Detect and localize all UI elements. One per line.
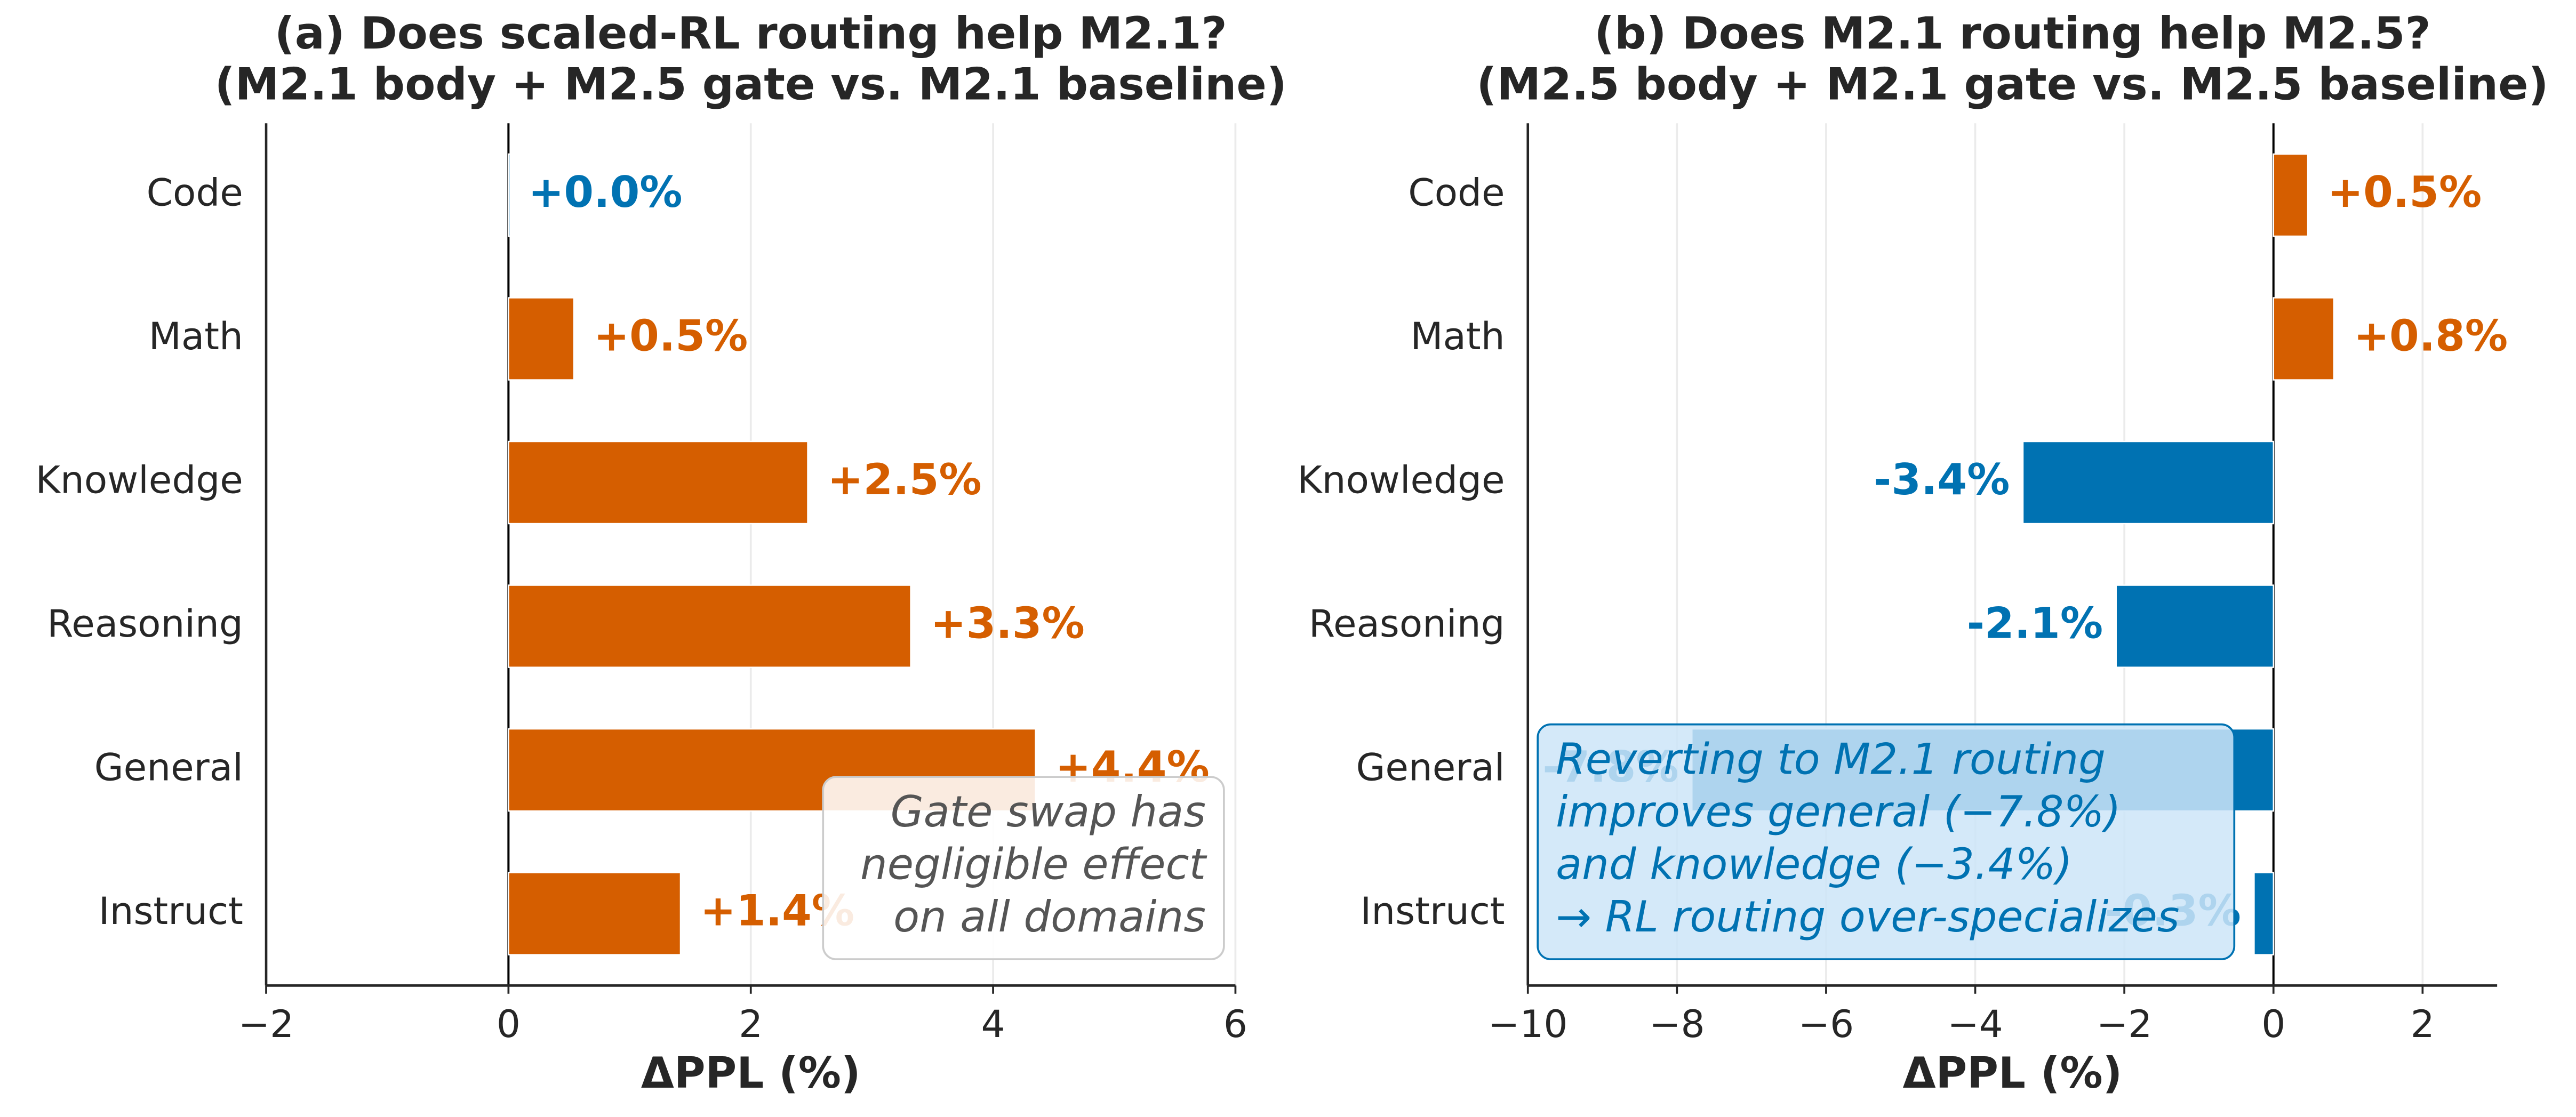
chart-title: (M2.5 body + M2.1 gate vs. M2.5 baseline… (1476, 58, 2548, 110)
bar (2115, 584, 2274, 668)
y-tick-label: Instruct (99, 889, 243, 933)
annotation-text: Gate swap has (891, 787, 1206, 837)
y-tick-label: Knowledge (36, 458, 243, 502)
panel: (b) Does M2.1 routing help M2.5?(M2.5 bo… (1297, 7, 2548, 1098)
x-axis-label: ΔPPL (%) (1903, 1048, 2123, 1098)
x-tick-label: 0 (2261, 1002, 2285, 1046)
bar (2273, 153, 2309, 237)
x-tick-label: −4 (1947, 1002, 2003, 1046)
bar (2273, 297, 2335, 381)
x-tick-label: 6 (1223, 1002, 1247, 1046)
x-tick-label: −2 (238, 1002, 294, 1046)
annotation-text: and knowledge (−3.4%) (1556, 840, 2073, 889)
bar (2022, 440, 2274, 525)
bar (508, 584, 911, 668)
bar (508, 872, 682, 955)
x-tick-label: 2 (2411, 1002, 2435, 1046)
annotation-text: on all domains (893, 892, 1206, 942)
y-tick-label: Reasoning (1309, 601, 1505, 646)
y-tick-label: Knowledge (1297, 458, 1505, 502)
chart-title: (a) Does scaled-RL routing help M2.1? (275, 7, 1227, 59)
annotation-text: → RL routing over-specializes (1556, 892, 2179, 942)
y-tick-label: General (1356, 745, 1505, 790)
bar (2253, 872, 2274, 955)
value-label: -2.1% (1967, 599, 2103, 648)
value-label: +2.5% (827, 455, 981, 504)
value-label: +3.3% (931, 599, 1085, 648)
y-tick-label: Instruct (1360, 889, 1505, 933)
y-tick-label: Code (1408, 170, 1505, 214)
annotation-text: improves general (−7.8%) (1556, 787, 2121, 837)
value-label: +0.5% (2327, 167, 2482, 217)
bar (508, 297, 575, 381)
chart-title: (M2.1 body + M2.5 gate vs. M2.1 baseline… (215, 58, 1287, 110)
y-tick-label: Reasoning (47, 601, 243, 646)
bar (508, 440, 809, 525)
x-tick-label: 2 (739, 1002, 763, 1046)
annotation-box (822, 776, 1225, 960)
x-tick-label: −2 (2097, 1002, 2152, 1046)
chart-title: (b) Does M2.1 routing help M2.5? (1594, 7, 2431, 59)
y-tick-label: Math (149, 314, 243, 358)
x-tick-label: −8 (1649, 1002, 1705, 1046)
value-label: -3.4% (1874, 455, 2010, 504)
y-tick-label: Code (147, 170, 243, 214)
value-label: +0.5% (594, 311, 748, 360)
x-tick-label: −10 (1488, 1002, 1567, 1046)
x-axis-label: ΔPPL (%) (641, 1048, 861, 1098)
y-tick-label: General (94, 745, 243, 790)
value-label: +0.8% (2354, 311, 2508, 360)
value-label: +0.0% (528, 167, 682, 217)
panel: (a) Does scaled-RL routing help M2.1?(M2… (36, 7, 1287, 1098)
x-tick-label: 0 (497, 1002, 521, 1046)
annotation-box (1537, 723, 2236, 960)
x-tick-label: −6 (1798, 1002, 1854, 1046)
bar (508, 153, 511, 237)
annotation-text: negligible effect (860, 840, 1207, 889)
x-tick-label: 4 (981, 1002, 1005, 1046)
y-tick-label: Math (1410, 314, 1505, 358)
annotation-text: Reverting to M2.1 routing (1556, 734, 2106, 784)
